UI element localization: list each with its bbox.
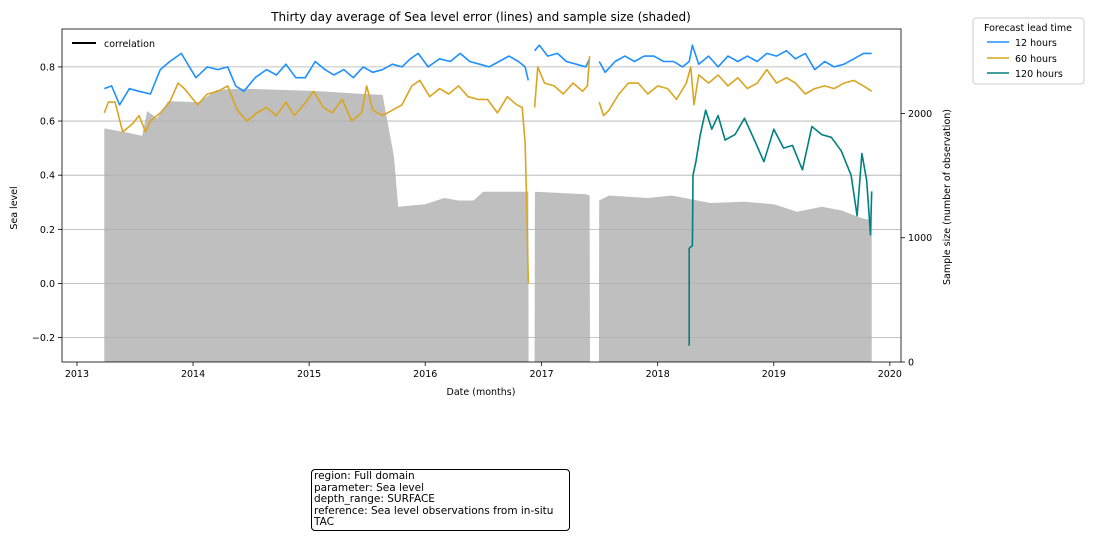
y-tick-label: 0.6 xyxy=(40,117,55,128)
legend-title: Forecast lead time xyxy=(984,23,1072,34)
x-tick-label: 2020 xyxy=(878,369,902,380)
info-line: region: Full domain xyxy=(314,470,415,482)
legend-top-left: correlation xyxy=(72,39,155,50)
y-tick-label: 0.0 xyxy=(40,279,55,290)
legend-label-60h: 60 hours xyxy=(1015,54,1057,65)
legend-label-120h: 120 hours xyxy=(1015,69,1063,80)
info-line: reference: Sea level observations from i… xyxy=(314,504,554,517)
y-tick-label: −0.2 xyxy=(32,333,55,344)
y2-tick-label: 1000 xyxy=(908,233,932,244)
x-tick-label: 2017 xyxy=(530,369,554,380)
sample-size-area xyxy=(104,88,872,362)
y2-tick-label: 0 xyxy=(908,358,914,369)
series-line-12-hours xyxy=(533,44,591,68)
y-axis-label: Sea level xyxy=(9,186,20,229)
legend-frame xyxy=(972,17,1085,85)
x-tick-label: 2018 xyxy=(646,369,670,380)
x-axis-label: Date (months) xyxy=(447,387,516,398)
y2-axis-label: Sample size (number of observation) xyxy=(942,109,953,285)
plot-frame xyxy=(61,28,902,363)
series-line-120-hours xyxy=(688,109,873,346)
series-line-60-hours xyxy=(533,56,591,108)
x-tick-label: 2014 xyxy=(181,369,205,380)
info-line: parameter: Sea level xyxy=(314,481,424,494)
legend-label-12h: 12 hours xyxy=(1015,38,1057,49)
x-tick-label: 2016 xyxy=(413,369,437,380)
y-tick-label: 0.2 xyxy=(40,225,55,236)
x-tick-label: 2019 xyxy=(762,369,786,380)
y2-tick-label: 2000 xyxy=(908,109,932,120)
x-tick-label: 2015 xyxy=(297,369,321,380)
x-tick-label: 2013 xyxy=(65,369,89,380)
y-tick-label: 0.8 xyxy=(40,62,55,73)
series-line-60-hours xyxy=(103,79,530,284)
series-line-12-hours xyxy=(598,44,872,74)
legend-lead-time: Forecast lead time 12 hours 60 hours 120… xyxy=(972,17,1085,85)
legend-correlation-label: correlation xyxy=(104,39,155,50)
plot-area: 2013 2014 2015 2016 2017 2018 2019 2020 −0.2 0.0 0… xyxy=(32,28,932,380)
series-line-60-hours xyxy=(598,66,873,117)
info-box: region: Full domain parameter: Sea level… xyxy=(311,469,570,531)
info-line: depth_range: SURFACE xyxy=(314,493,435,506)
series-line-12-hours xyxy=(104,52,530,106)
chart-title: Thirty day average of Sea level error (l… xyxy=(270,10,691,24)
info-line: TAC xyxy=(314,516,334,529)
y-tick-label: 0.4 xyxy=(40,171,55,182)
